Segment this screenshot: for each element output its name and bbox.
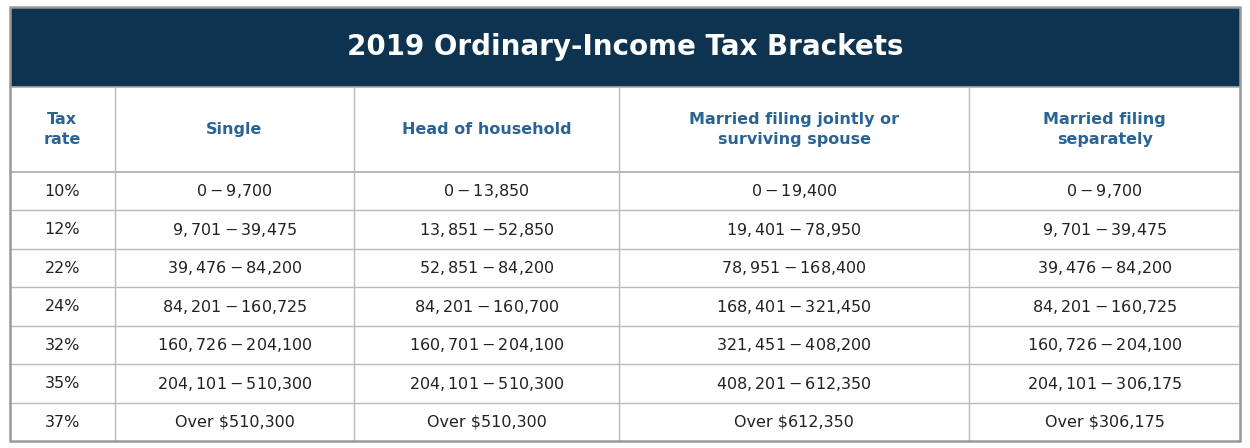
Text: Over $306,175: Over $306,175 (1045, 414, 1165, 430)
Text: $204,101 - $510,300: $204,101 - $510,300 (156, 375, 312, 392)
Text: 12%: 12% (45, 222, 80, 237)
Text: $78,951 - $168,400: $78,951 - $168,400 (721, 259, 868, 277)
Text: Married filing
separately: Married filing separately (1044, 112, 1166, 147)
Text: $0 - $19,400: $0 - $19,400 (751, 182, 838, 200)
Text: $160,726 - $204,100: $160,726 - $204,100 (156, 336, 312, 354)
Bar (10, 403, 1240, 441)
Bar (10, 249, 1240, 287)
Text: $39,476 - $84,200: $39,476 - $84,200 (166, 259, 302, 277)
Bar (10, 211, 1240, 249)
Text: 2019 Ordinary-Income Tax Brackets: 2019 Ordinary-Income Tax Brackets (346, 33, 904, 61)
Text: 35%: 35% (45, 376, 80, 391)
Text: 37%: 37% (45, 414, 80, 430)
Text: Single: Single (206, 122, 262, 137)
Text: Tax
rate: Tax rate (44, 112, 81, 147)
Text: 22%: 22% (45, 261, 80, 276)
Text: $84,201 - $160,725: $84,201 - $160,725 (1032, 297, 1178, 315)
Text: $408,201 - $612,350: $408,201 - $612,350 (716, 375, 872, 392)
Text: Head of household: Head of household (401, 122, 571, 137)
Bar (10, 326, 1240, 364)
Text: $0 - $9,700: $0 - $9,700 (1066, 182, 1142, 200)
Bar (10, 172, 1240, 211)
Text: Over $612,350: Over $612,350 (734, 414, 854, 430)
Text: $13,851 - $52,850: $13,851 - $52,850 (419, 220, 555, 239)
Text: 24%: 24% (45, 299, 80, 314)
Text: $52,851 - $84,200: $52,851 - $84,200 (419, 259, 555, 277)
Bar (10, 87, 1240, 172)
Text: $0 - $13,850: $0 - $13,850 (444, 182, 530, 200)
Text: $160,701 - $204,100: $160,701 - $204,100 (409, 336, 565, 354)
Text: Married filing jointly or
surviving spouse: Married filing jointly or surviving spou… (689, 112, 899, 147)
Text: $9,701 - $39,475: $9,701 - $39,475 (173, 220, 298, 239)
Text: $160,726 - $204,100: $160,726 - $204,100 (1026, 336, 1182, 354)
Text: $84,201 - $160,700: $84,201 - $160,700 (414, 297, 560, 315)
Text: Over $510,300: Over $510,300 (426, 414, 546, 430)
Text: 32%: 32% (45, 337, 80, 353)
Bar (10, 7, 1240, 87)
Bar (10, 364, 1240, 403)
Text: $168,401 - $321,450: $168,401 - $321,450 (716, 297, 872, 315)
Text: Over $510,300: Over $510,300 (175, 414, 295, 430)
Text: 10%: 10% (45, 184, 80, 198)
Text: $204,101 - $306,175: $204,101 - $306,175 (1026, 375, 1182, 392)
Text: $19,401 - $78,950: $19,401 - $78,950 (726, 220, 862, 239)
Text: $39,476 - $84,200: $39,476 - $84,200 (1038, 259, 1172, 277)
Text: $9,701 - $39,475: $9,701 - $39,475 (1042, 220, 1168, 239)
Bar (10, 287, 1240, 326)
Text: $204,101 - $510,300: $204,101 - $510,300 (409, 375, 565, 392)
Text: $321,451 - $408,200: $321,451 - $408,200 (716, 336, 872, 354)
Text: $84,201 - $160,725: $84,201 - $160,725 (161, 297, 308, 315)
Text: $0 - $9,700: $0 - $9,700 (196, 182, 272, 200)
